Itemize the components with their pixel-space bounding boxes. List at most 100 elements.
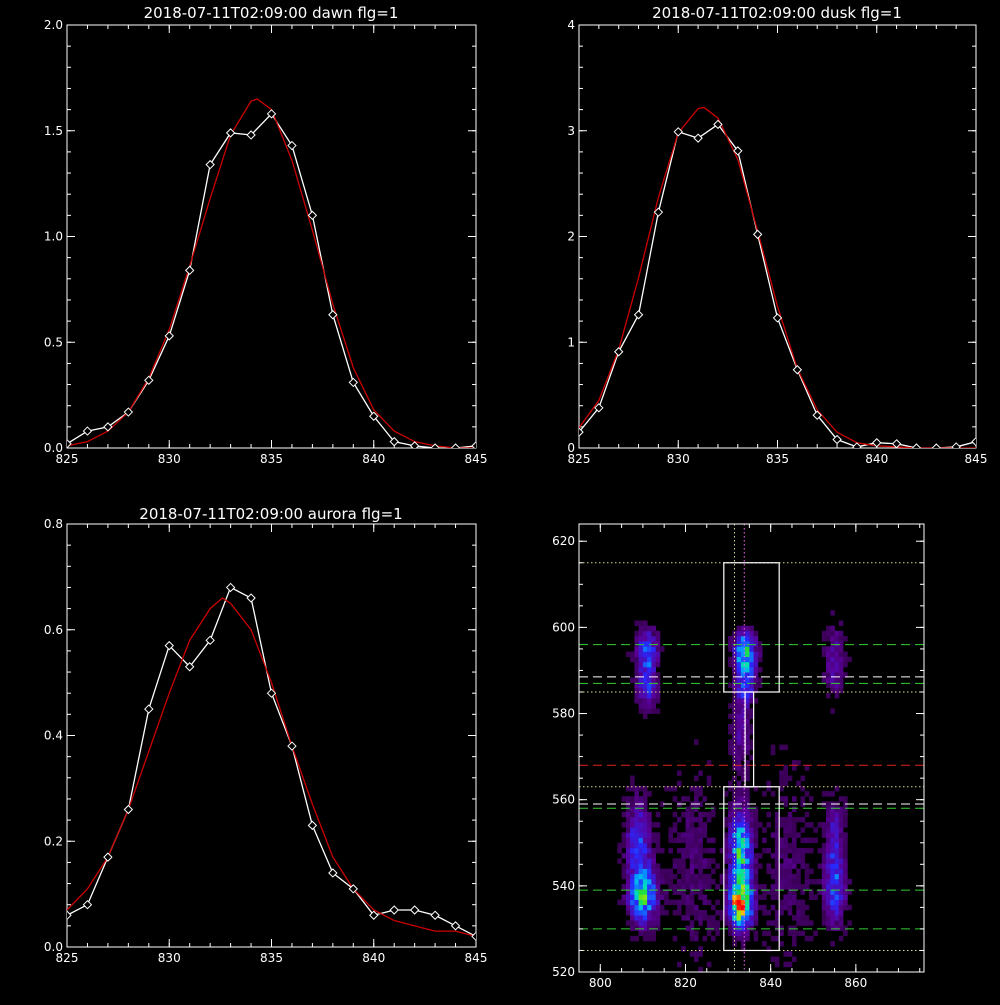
heatmap-cell	[830, 816, 835, 823]
heatmap-cell	[783, 796, 788, 802]
heatmap-cell	[749, 925, 754, 931]
heatmap-cell	[642, 832, 648, 838]
heatmap-cell	[830, 646, 835, 652]
heatmap-cell	[830, 806, 835, 813]
heatmap-cell	[732, 672, 737, 678]
heatmap-cell	[706, 780, 712, 787]
heatmap-cell	[766, 780, 771, 787]
heatmap-cell	[621, 832, 627, 838]
heatmap-cell	[745, 739, 750, 745]
heatmap-cell	[634, 791, 639, 797]
heatmap-cell	[821, 842, 827, 849]
heatmap-cell	[745, 915, 750, 921]
heatmap-cell	[838, 630, 844, 637]
heatmap-cell	[826, 873, 831, 880]
heatmap-cell	[664, 868, 669, 875]
heatmap-cell	[681, 946, 686, 952]
heatmap-cell	[638, 822, 644, 828]
heatmap-cell	[634, 889, 639, 895]
heatmap-cell	[770, 868, 776, 875]
aurora-data-point	[430, 910, 440, 920]
heatmap-cell	[685, 827, 691, 833]
heatmap-cell	[736, 791, 742, 797]
heatmap-cell	[694, 853, 699, 859]
aurora-data-point	[164, 640, 174, 651]
heatmap-cell	[821, 915, 827, 921]
heatmap-cell	[655, 708, 661, 714]
heatmap-cell	[621, 873, 627, 880]
heatmap-cell	[647, 884, 652, 890]
heatmap-cell	[642, 822, 648, 828]
heatmap-cell	[740, 765, 746, 771]
heatmap-cell	[630, 822, 635, 828]
heatmap-cell	[677, 770, 682, 776]
heatmap-cell	[834, 837, 840, 844]
heatmap-cell	[736, 889, 742, 895]
heatmap-cell	[753, 915, 759, 921]
heatmap-cell	[677, 961, 682, 968]
heatmap-cell	[745, 687, 750, 694]
heatmap-cell	[732, 847, 737, 854]
heatmap-cell	[702, 796, 708, 802]
heatmap-cell	[625, 811, 631, 818]
heatmap-cell	[740, 625, 746, 632]
heatmap-cell	[736, 698, 742, 704]
heatmap-cell	[834, 832, 840, 838]
heatmap-cell	[826, 791, 831, 797]
heatmap-cell	[677, 837, 682, 844]
heatmap-cell	[634, 677, 639, 683]
heatmap-cell	[800, 847, 806, 854]
heatmap-cell	[783, 899, 788, 906]
heatmap-cell	[668, 837, 673, 844]
heatmap-cell	[659, 910, 665, 916]
heatmap-cell	[740, 641, 746, 647]
heatmap-cell	[647, 687, 652, 694]
heatmap-cell	[770, 853, 776, 859]
heatmap-cell	[774, 816, 780, 823]
heatmap-cell	[753, 806, 759, 813]
heatmap-cell	[655, 847, 661, 854]
heatmap-cell	[706, 884, 712, 890]
heatmap-cell	[838, 920, 844, 926]
heatmap-cell	[698, 785, 703, 792]
heatmap-cell	[706, 879, 712, 885]
heatmap-cell	[647, 910, 652, 916]
heatmap-cell	[783, 842, 788, 849]
heatmap-cell	[715, 884, 720, 890]
heatmap-cell	[736, 915, 742, 921]
heatmap-cell	[838, 904, 844, 911]
heatmap-cell	[749, 879, 754, 885]
heatmap-cell	[694, 935, 699, 942]
heatmap-cell	[783, 765, 788, 771]
heatmap-cell	[766, 863, 771, 869]
heatmap-cell	[681, 847, 686, 854]
heatmap-cell	[621, 796, 627, 802]
heatmap-cell	[809, 935, 814, 942]
dawn-axes-frame	[66, 24, 477, 449]
heatmap-cell	[779, 930, 784, 937]
heatmap-cell	[779, 884, 784, 890]
dawn-ytick-label: 2.0	[44, 18, 63, 32]
heatmap-cell	[830, 811, 835, 818]
heatmap-cell	[685, 879, 691, 885]
heatmap-cell	[625, 894, 631, 900]
heatmap-cell	[736, 708, 742, 714]
heatmap-cell	[740, 920, 746, 926]
heatmap-cell	[766, 930, 771, 937]
heatmap-cell	[838, 646, 844, 652]
heatmap-cell	[634, 915, 639, 921]
heatmap-cell	[745, 879, 750, 885]
heatmap-cell	[642, 625, 648, 632]
heatmap-cell	[834, 920, 840, 926]
heatmap-cell	[745, 775, 750, 782]
heatmap-cell	[706, 837, 712, 844]
heatmap-cell	[740, 703, 746, 709]
heatmap-cell	[634, 920, 639, 926]
heatmap-cell	[779, 941, 784, 947]
heatmap-cell	[787, 863, 793, 869]
dusk-data-point	[633, 310, 644, 320]
heatmap-cell	[783, 904, 788, 911]
heatmap-cell	[698, 801, 703, 807]
heatmap-cell	[694, 837, 699, 844]
heatmap-cell	[749, 708, 754, 714]
